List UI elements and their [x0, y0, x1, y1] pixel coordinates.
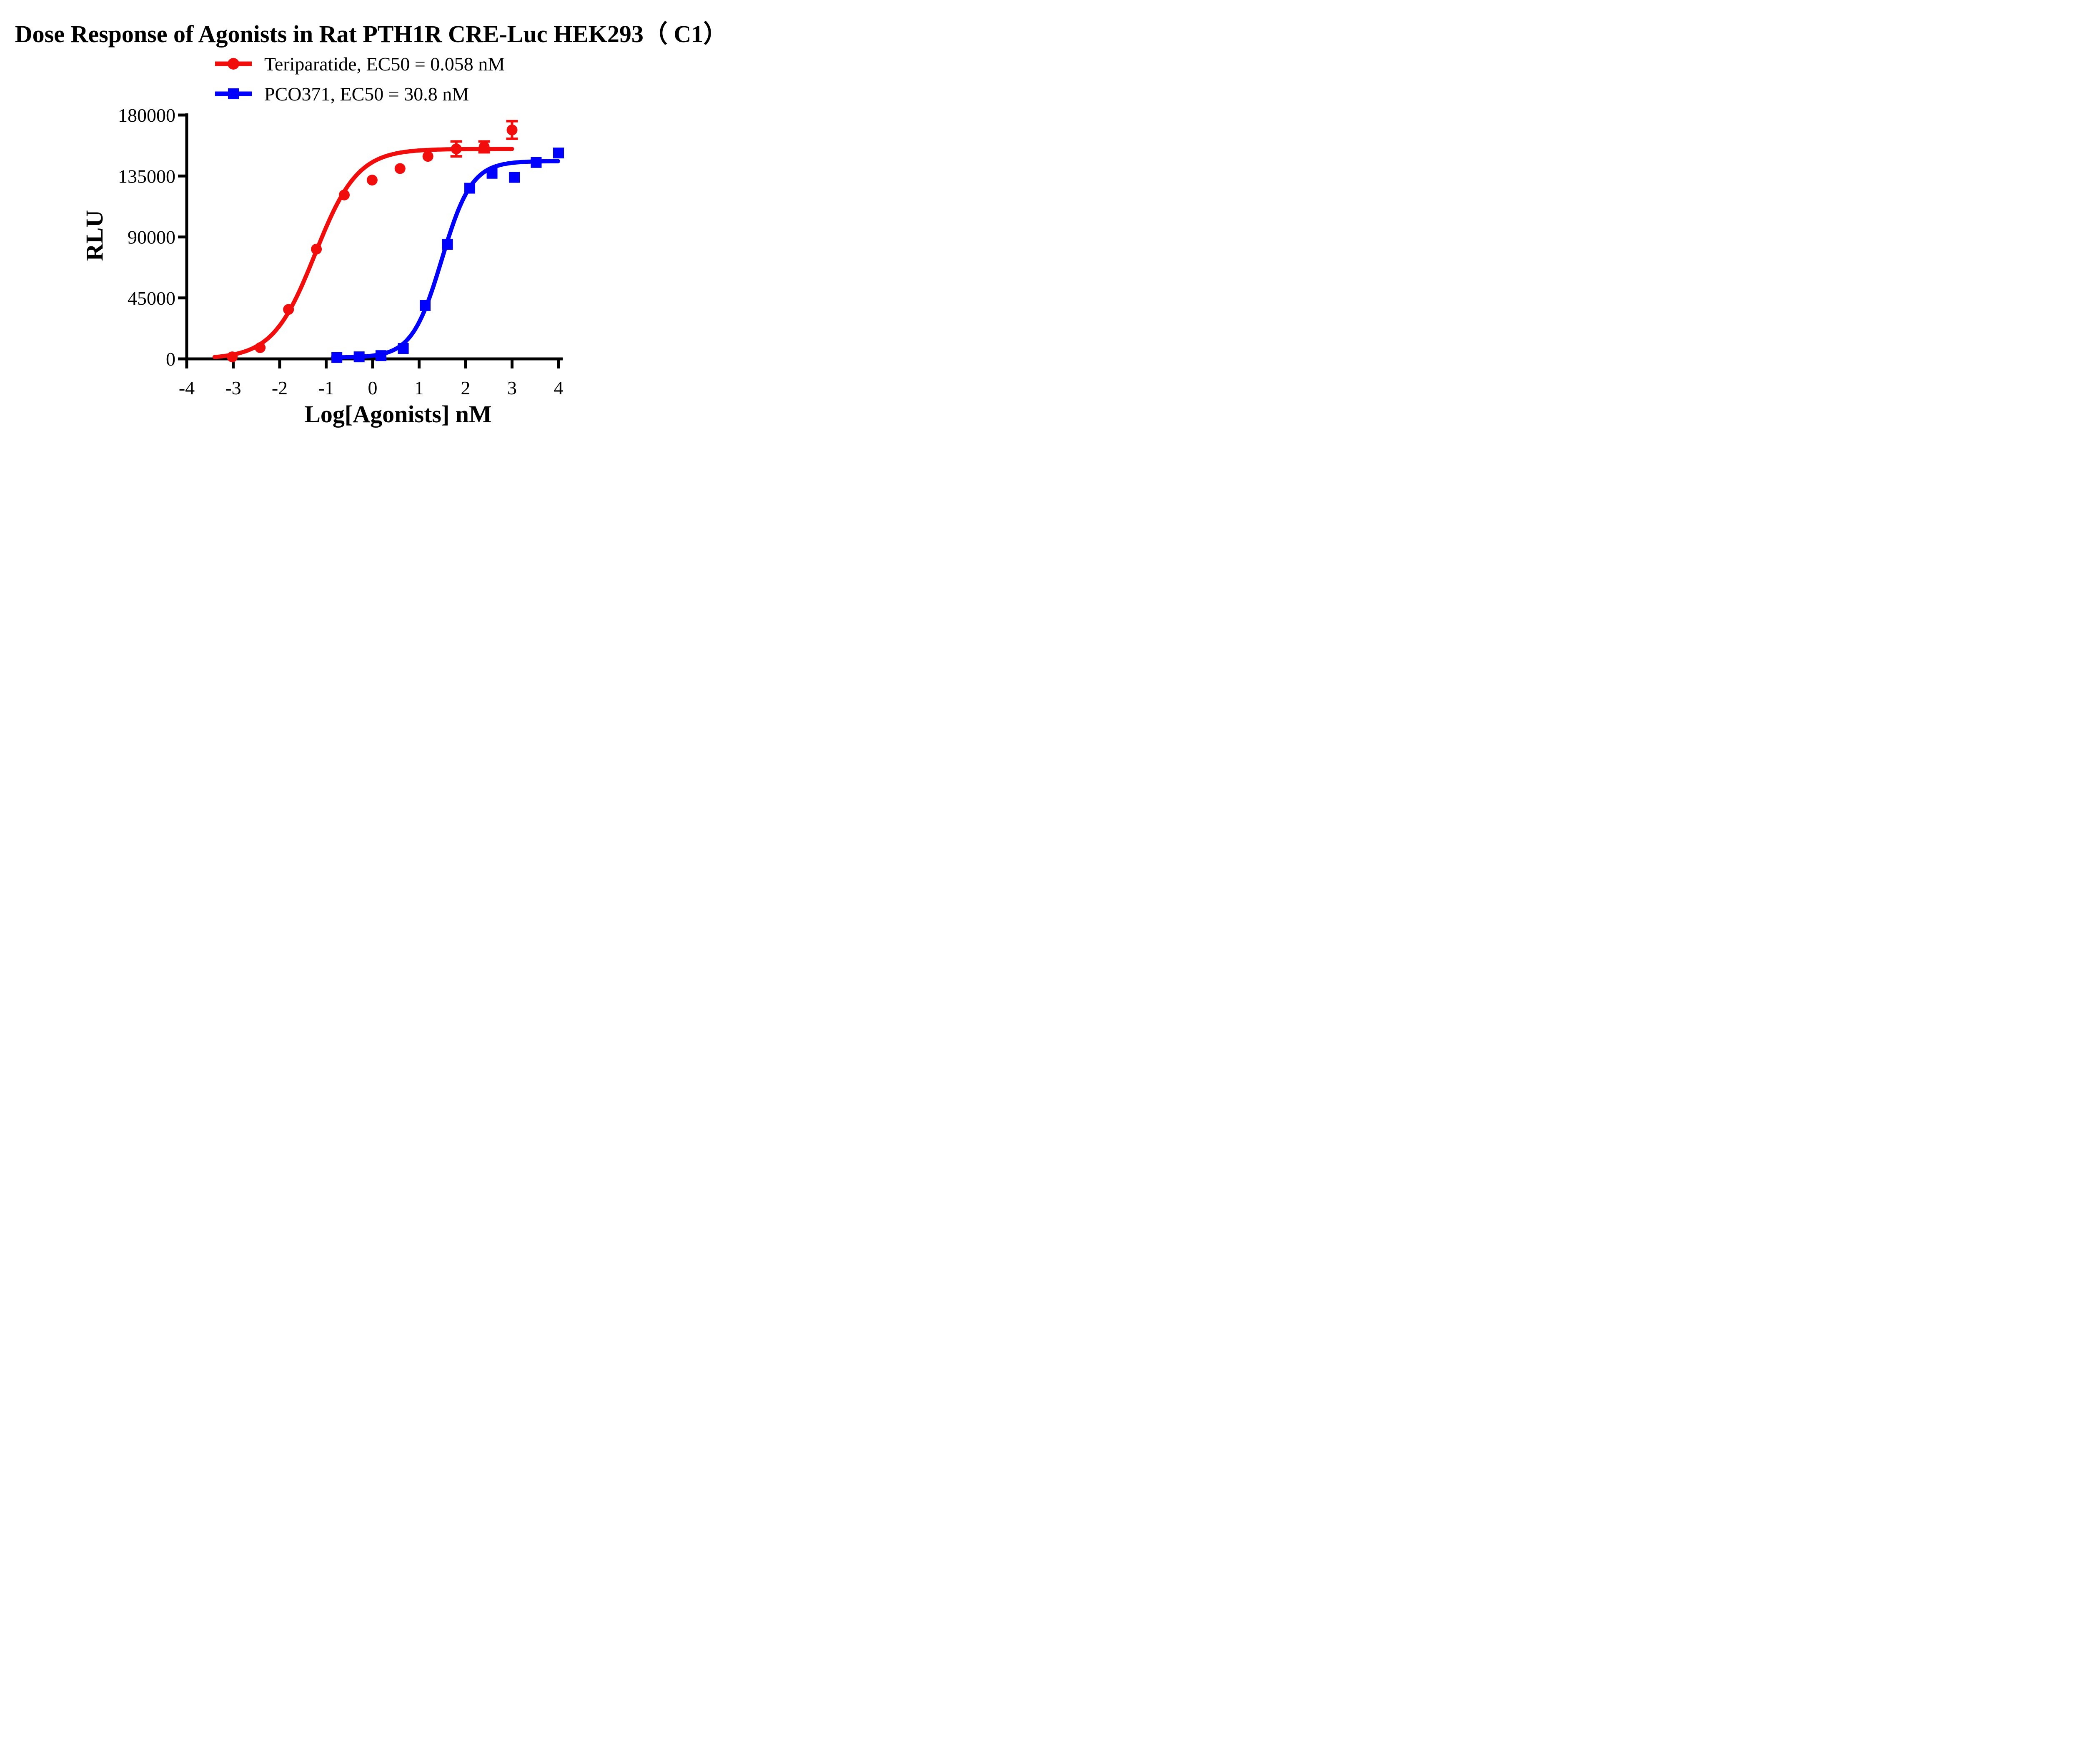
- y-tick-label: 0: [166, 348, 175, 370]
- x-tick-label: 1: [414, 377, 424, 398]
- y-tick-label: 90000: [128, 227, 175, 248]
- data-point-teriparatide: [394, 163, 406, 174]
- y-tick-label: 45000: [128, 288, 175, 309]
- data-point-pco371: [509, 172, 520, 183]
- data-point-teriparatide: [338, 189, 350, 200]
- chart-title: Dose Response of Agonists in Rat PTH1R C…: [15, 20, 728, 48]
- fit-curve-pco371: [331, 159, 560, 360]
- data-point-teriparatide: [506, 124, 518, 135]
- data-point-teriparatide: [311, 243, 322, 255]
- fit-curve-teriparatide: [212, 147, 514, 359]
- legend-label-teriparatide: Teriparatide, EC50 = 0.058 nM: [264, 53, 505, 75]
- legend-label-pco371: PCO371, EC50 = 30.8 nM: [264, 83, 469, 105]
- legend: Teriparatide, EC50 = 0.058 nM PCO371, EC…: [213, 51, 505, 111]
- data-point-teriparatide: [227, 351, 238, 363]
- y-tick-label: 180000: [118, 105, 175, 126]
- plot-area: -4 -3 -2 -1 0 1 2 3 4 0 45000 90000 135000 180000: [118, 105, 564, 398]
- data-point-pco371: [531, 157, 542, 168]
- data-point-pco371: [442, 239, 453, 250]
- x-tick-label: 0: [368, 377, 378, 398]
- legend-item-teriparatide: Teriparatide, EC50 = 0.058 nM: [213, 51, 505, 77]
- data-point-pco371: [353, 351, 365, 363]
- data-point-pco371: [376, 350, 387, 361]
- data-point-teriparatide: [366, 175, 378, 185]
- x-axis-title: Log[Agonists] nM: [304, 401, 492, 428]
- data-point-teriparatide: [451, 143, 462, 155]
- teriparatide-line-circle-icon: [215, 58, 252, 70]
- x-tick-label: -3: [225, 377, 241, 398]
- data-point-pco371: [398, 343, 409, 354]
- x-tick-label: -4: [179, 377, 195, 398]
- data-point-teriparatide: [422, 151, 433, 162]
- data-point-pco371: [331, 352, 343, 363]
- x-tick-label: 3: [507, 377, 517, 398]
- pco371-line-square-icon: [215, 88, 252, 99]
- data-point-pco371: [419, 300, 431, 311]
- x-tick-label: 2: [461, 377, 471, 398]
- data-point-pco371: [553, 148, 564, 158]
- data-point-pco371: [464, 183, 476, 194]
- data-point-teriparatide: [283, 304, 294, 315]
- legend-item-pco371: PCO371, EC50 = 30.8 nM: [213, 81, 505, 107]
- data-point-teriparatide: [478, 141, 490, 153]
- y-axis-title: RLU: [81, 210, 108, 261]
- chart-canvas: Dose Response of Agonists in Rat PTH1R C…: [0, 0, 742, 441]
- x-tick-label: -1: [318, 377, 334, 398]
- x-tick-label: -2: [272, 377, 288, 398]
- data-point-pco371: [486, 168, 498, 179]
- data-point-teriparatide: [255, 342, 266, 353]
- y-tick-label: 135000: [118, 165, 175, 187]
- x-tick-label: 4: [554, 377, 564, 398]
